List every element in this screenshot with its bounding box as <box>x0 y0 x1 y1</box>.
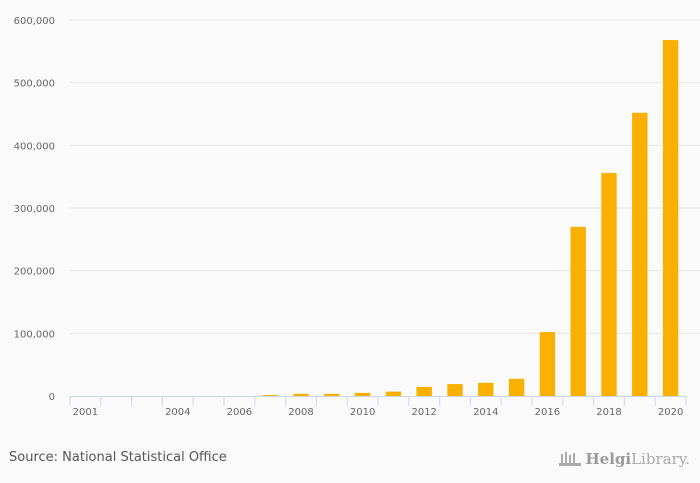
bar-2008 <box>293 393 309 396</box>
y-tick-label: 100,000 <box>14 329 55 340</box>
bar-2009 <box>324 393 340 396</box>
y-tick-label: 500,000 <box>14 79 55 90</box>
bar-2015 <box>508 378 525 396</box>
x-tick-label: 2010 <box>350 407 375 418</box>
bar-2018 <box>601 172 617 396</box>
y-tick-label: 400,000 <box>14 141 55 152</box>
y-tick-label: 200,000 <box>14 267 55 278</box>
y-tick-label: 600,000 <box>14 16 55 27</box>
x-tick-label: 2018 <box>596 407 621 418</box>
bar-2007 <box>262 395 278 396</box>
x-tick-label: 2001 <box>73 407 98 418</box>
bar-2011 <box>385 391 402 396</box>
source-note: Source: National Statistical Office <box>9 450 227 465</box>
x-tick-label: 2006 <box>227 407 252 418</box>
y-tick-label: 300,000 <box>14 204 55 215</box>
bar-2014 <box>478 382 494 396</box>
y-tick-label: 0 <box>49 392 55 403</box>
x-tick-label: 2016 <box>535 407 560 418</box>
bar-2020 <box>662 40 679 396</box>
x-tick-label: 2004 <box>165 407 190 418</box>
x-tick-label: 2020 <box>658 407 683 418</box>
bar-2012 <box>416 386 432 396</box>
bar-chart: 0 100,000 200,000 300,000 400,000 500,000 600,… <box>14 16 700 418</box>
x-tick-label: 2012 <box>411 407 436 418</box>
bar-2013 <box>447 384 463 396</box>
x-tick-label: 2014 <box>473 407 498 418</box>
x-tick-label: 2008 <box>288 407 313 418</box>
library-building-icon <box>559 451 582 466</box>
helgi-library-logo[interactable]: HelgiLibrary. <box>558 449 690 468</box>
bar-2019 <box>632 112 648 396</box>
bar-2010 <box>354 392 371 396</box>
bar-2017 <box>570 226 586 396</box>
bar-2016 <box>539 332 556 396</box>
